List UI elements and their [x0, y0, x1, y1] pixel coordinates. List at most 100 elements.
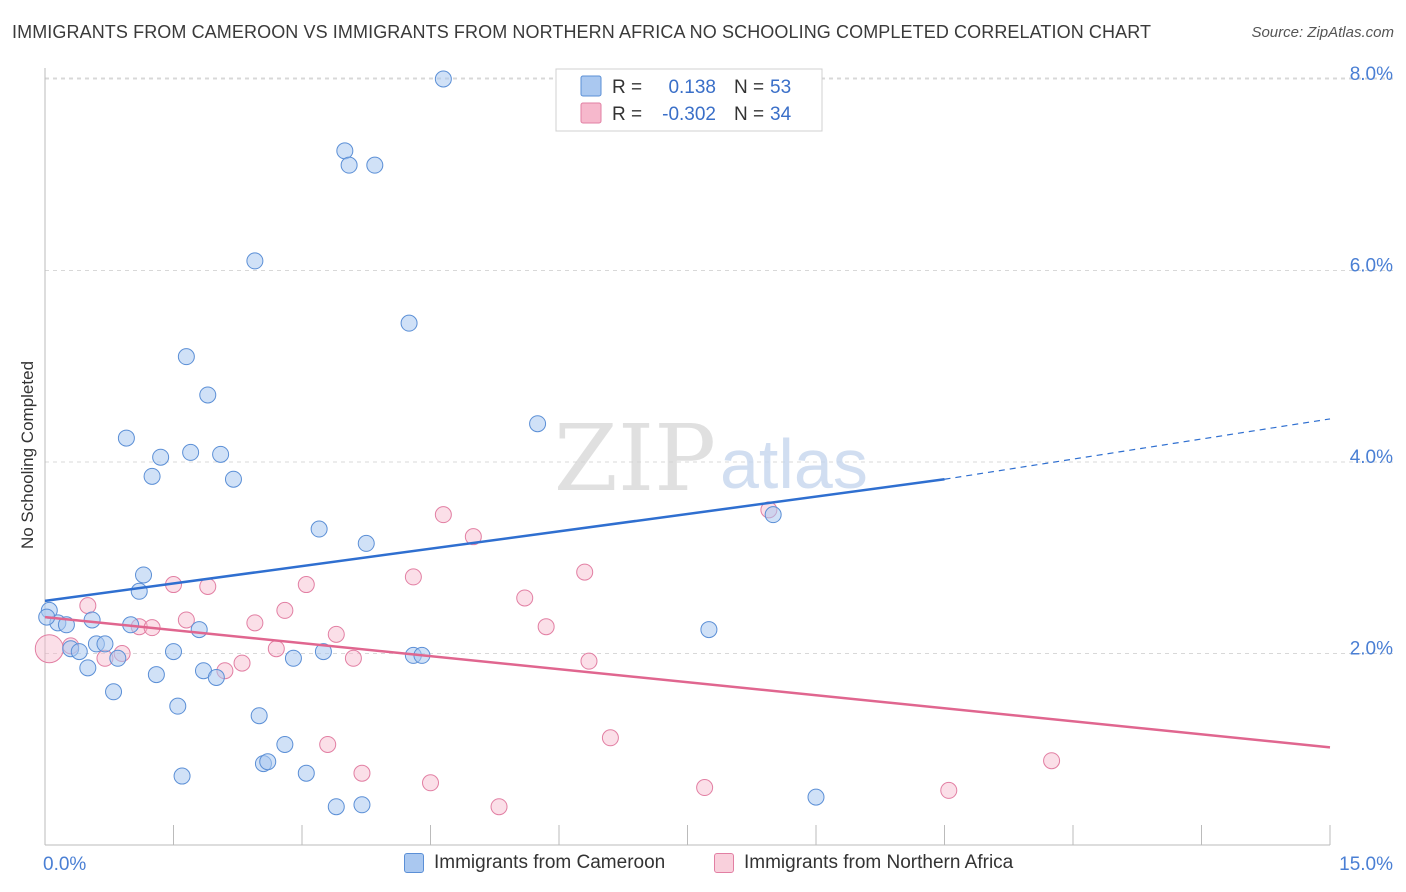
northern-africa-point [246, 614, 264, 632]
northern-africa-point [422, 774, 439, 792]
watermark-atlas: atlas [720, 425, 868, 503]
cameroon-point [366, 156, 384, 174]
cameroon-point [109, 649, 127, 667]
legend-box: R = 0.138 N = 53 R = -0.302 N = 34 [555, 68, 823, 132]
cameroon-point [135, 566, 153, 584]
cameroon-point [434, 70, 452, 88]
legend-r-label-2: R = [612, 104, 642, 125]
northern-africa-point [464, 528, 482, 546]
cameroon-point [297, 764, 315, 782]
cameroon-point [199, 386, 217, 404]
cameroon-point [105, 683, 123, 701]
y-tick-label-4: 4.0% [1350, 447, 1393, 468]
legend-r-label-1: R = [612, 77, 642, 98]
legend-n-label-1: N = [734, 77, 764, 98]
x-tick-label-max: 15.0% [1339, 854, 1393, 875]
cameroon-point [259, 753, 277, 771]
cameroon-point [169, 697, 187, 715]
y-tick-label-6: 6.0% [1350, 256, 1393, 277]
legend-item-northern-africa: Immigrants from Northern Africa [714, 852, 1013, 874]
cameroon-point [190, 621, 208, 639]
watermark: ZIP atlas [554, 405, 868, 512]
series-cameroon-points [38, 70, 825, 816]
northern-africa-point [177, 611, 195, 629]
cameroon-point [130, 582, 148, 600]
northern-africa-point [34, 634, 64, 664]
y-tick-label-2: 2.0% [1350, 639, 1393, 660]
cameroon-trend-line [44, 477, 945, 603]
chart-title: IMMIGRANTS FROM CAMEROON VS IMMIGRANTS F… [12, 22, 1152, 42]
cameroon-point [165, 643, 182, 661]
source-label: Source: ZipAtlas.com [1251, 24, 1394, 41]
northern-africa-point [79, 597, 97, 615]
cameroon-point [327, 798, 345, 816]
cameroon-point [173, 767, 191, 785]
northern-africa-point [696, 779, 714, 797]
y-tick-label-8: 8.0% [1350, 64, 1393, 85]
legend-swatch-pink [714, 853, 734, 873]
cameroon-point [83, 611, 101, 629]
northern-africa-point [940, 781, 958, 799]
northern-africa-point [537, 618, 555, 636]
northern-africa-point [319, 735, 337, 753]
northern-africa-point [199, 577, 217, 595]
y-axis-label: No Schooling Completed [18, 361, 37, 549]
legend-swatch-blue [404, 853, 424, 873]
series-northern-africa-points [34, 501, 1061, 816]
northern-africa-point [434, 506, 452, 524]
northern-africa-point [233, 654, 251, 672]
northern-africa-point [297, 576, 315, 594]
cameroon-point [147, 666, 165, 684]
cameroon-point [807, 788, 825, 806]
cameroon-point [764, 506, 782, 524]
legend-swatch-northern-africa [580, 102, 602, 124]
northern-africa-point [516, 589, 534, 607]
cameroon-point [96, 635, 114, 653]
axes [44, 68, 1331, 846]
cameroon-point [357, 534, 375, 552]
cameroon-point [224, 470, 242, 488]
legend-r-value-2: -0.302 [662, 104, 716, 125]
cameroon-point [70, 643, 88, 661]
northern-africa-point [601, 729, 619, 747]
legend-r-value-1: 0.138 [668, 77, 716, 98]
northern-africa-point [327, 625, 345, 643]
legend-label-cameroon: Immigrants from Cameroon [434, 852, 666, 873]
cameroon-point [700, 621, 718, 639]
northern-africa-point [353, 764, 371, 782]
legend-n-label-2: N = [734, 104, 764, 125]
cameroon-point [529, 415, 547, 433]
northern-africa-point [344, 649, 362, 667]
x-tick-label-min: 0.0% [43, 854, 86, 875]
northern-africa-point [267, 640, 285, 658]
cameroon-point [177, 348, 195, 366]
cameroon-point [207, 668, 225, 686]
cameroon-point [340, 156, 358, 174]
legend-item-cameroon: Immigrants from Cameroon [404, 852, 665, 874]
tick-labels: 2.0% 4.0% 6.0% 8.0% 0.0% 15.0% [43, 64, 1393, 875]
cameroon-point [182, 443, 200, 461]
northern-africa-point [1043, 752, 1061, 770]
cameroon-point [276, 735, 294, 753]
cameroon-trend-extension [944, 418, 1331, 480]
trend-lines [44, 418, 1331, 749]
cameroon-point [212, 445, 230, 463]
cameroon-point [143, 467, 161, 485]
cameroon-point [336, 142, 354, 160]
watermark-zip: ZIP [554, 405, 716, 512]
legend-label-northern-africa: Immigrants from Northern Africa [744, 852, 1014, 873]
cameroon-point [79, 659, 97, 677]
cameroon-point [314, 643, 332, 661]
cameroon-point [117, 429, 135, 447]
cameroon-point [310, 520, 328, 538]
gridlines [45, 77, 1393, 654]
cameroon-point [152, 448, 170, 466]
cameroon-point [353, 796, 371, 814]
northern-africa-point [576, 563, 594, 581]
cameroon-point [246, 252, 264, 270]
northern-africa-point [276, 601, 294, 619]
northern-africa-point [580, 652, 598, 670]
northern-africa-point [404, 568, 422, 586]
bottom-legend: Immigrants from Cameroon Immigrants from… [0, 852, 1406, 878]
